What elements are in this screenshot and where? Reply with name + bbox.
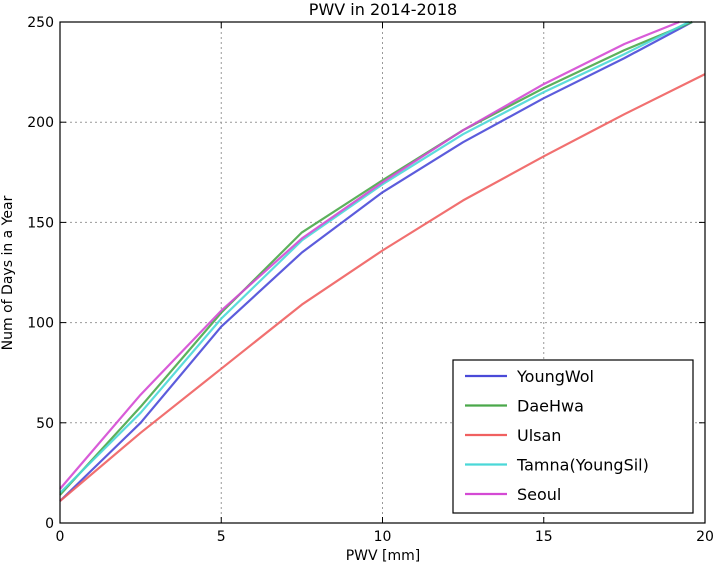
x-tick-label: 10 bbox=[374, 529, 392, 545]
y-tick-label: 100 bbox=[27, 316, 54, 332]
series-line-tamna-youngsil- bbox=[59, 21, 690, 494]
x-tick-label: 5 bbox=[217, 529, 226, 545]
y-tick-label: 150 bbox=[27, 215, 54, 231]
x-tick-label: 0 bbox=[56, 529, 65, 545]
grid bbox=[60, 22, 705, 523]
x-tick-label: 15 bbox=[535, 529, 553, 545]
chart-title: PWV in 2014-2018 bbox=[309, 0, 457, 19]
series-line-daehwa bbox=[59, 20, 693, 496]
legend-entry: Tamna(YoungSil) bbox=[516, 456, 649, 475]
legend: YoungWol DaeHwa Ulsan Tamna(YoungSil) Seoul bbox=[452, 359, 694, 514]
x-axis-label: PWV [mm] bbox=[346, 548, 421, 564]
legend-entry: YoungWol bbox=[516, 367, 594, 386]
legend-entry: Ulsan bbox=[517, 426, 561, 445]
x-tick-label: 20 bbox=[696, 529, 714, 545]
y-tick-label: 0 bbox=[45, 516, 54, 532]
y-tick-label: 250 bbox=[27, 15, 54, 31]
series-line-youngwol bbox=[59, 21, 693, 502]
legend-entry: DaeHwa bbox=[517, 397, 584, 416]
y-axis-label: Num of Days in a Year bbox=[0, 195, 16, 350]
series-line-ulsan bbox=[59, 73, 706, 502]
series-line-seoul bbox=[59, 20, 680, 490]
y-tick-label: 50 bbox=[36, 416, 54, 432]
series-lines bbox=[59, 20, 706, 502]
y-tick-label: 200 bbox=[27, 115, 54, 131]
legend-box bbox=[452, 359, 694, 514]
legend-entry: Seoul bbox=[517, 485, 561, 504]
